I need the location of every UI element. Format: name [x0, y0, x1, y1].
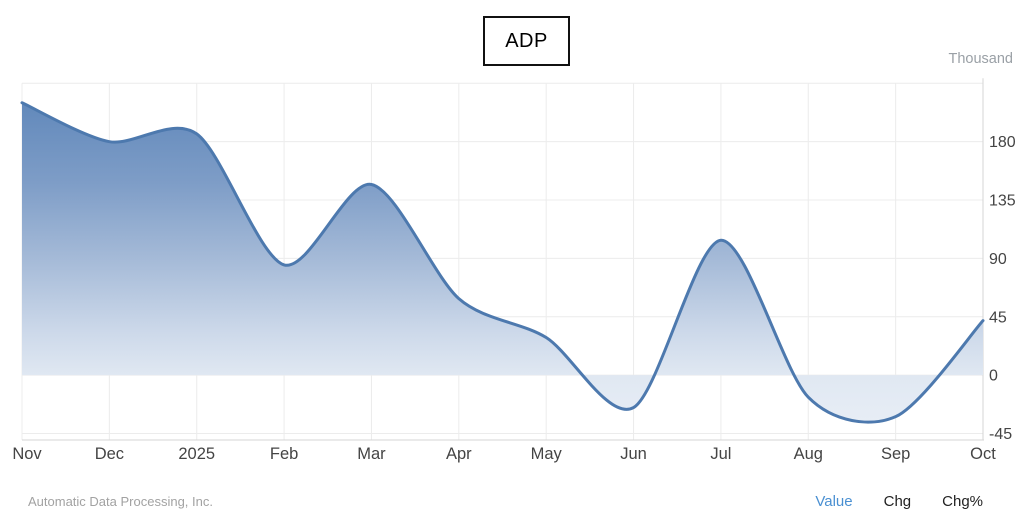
y-axis-labels: 180 135 90 45 0 -45	[989, 134, 1016, 443]
ticker-label: ADP	[505, 29, 548, 52]
x-axis-label: Dec	[95, 445, 124, 463]
y-axis-label: 180	[989, 134, 1016, 151]
x-axis-label: Nov	[12, 445, 42, 463]
x-axis-labels: Nov Dec 2025 Feb Mar Apr May Jun Jul Aug Sep Oct	[12, 445, 996, 463]
x-axis-label: Apr	[446, 445, 472, 463]
x-axis-label: Jun	[620, 445, 647, 463]
footer-tab-value[interactable]: Value	[815, 492, 853, 510]
footer-tabs: Value Chg Chg%	[815, 493, 983, 510]
x-axis-label: May	[531, 445, 563, 463]
x-axis-label: Jul	[710, 445, 731, 463]
x-axis-label: Oct	[970, 445, 996, 463]
x-axis-label: Sep	[881, 445, 910, 463]
footer: Automatic Data Processing, Inc. Value Ch…	[0, 488, 1030, 514]
y-axis-label: 45	[989, 309, 1007, 326]
x-axis-label: Mar	[357, 445, 386, 463]
y-axis-label: 0	[989, 368, 998, 385]
series-line[interactable]	[20, 101, 985, 424]
footer-tab-chg-pct[interactable]: Chg%	[942, 492, 983, 510]
y-axis-unit-label: Thousand	[948, 51, 1014, 67]
ticker-box: ADP	[483, 16, 570, 66]
plot-area[interactable]	[20, 101, 985, 424]
y-axis-label: -45	[989, 426, 1012, 443]
area-chart: Nov Dec 2025 Feb Mar Apr May Jun Jul Aug Sep Oct 18…	[12, 78, 1016, 463]
x-axis-label: Feb	[270, 445, 298, 463]
y-axis-label: 135	[989, 193, 1016, 210]
x-axis-label: Aug	[794, 445, 823, 463]
axis-lines	[22, 78, 984, 441]
x-axis-label: 2025	[178, 445, 215, 463]
y-axis-label: 90	[989, 251, 1007, 268]
source-label: Automatic Data Processing, Inc.	[28, 493, 213, 509]
footer-tab-chg[interactable]: Chg	[883, 492, 912, 510]
area-fill[interactable]	[22, 102, 983, 423]
